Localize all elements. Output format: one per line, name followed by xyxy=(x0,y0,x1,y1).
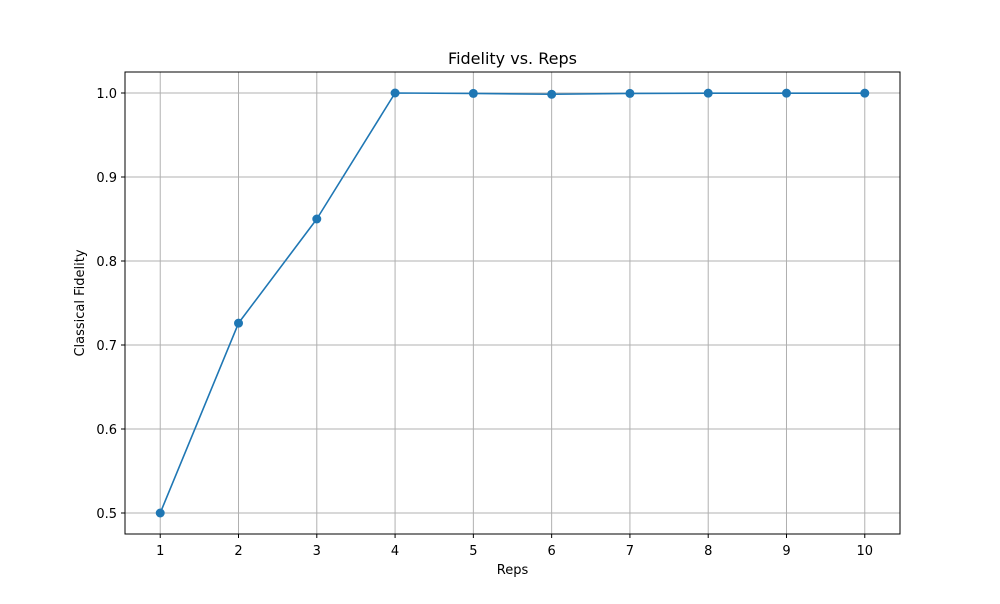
x-tick-label: 4 xyxy=(391,544,399,559)
data-point-marker xyxy=(547,89,557,99)
data-point-marker xyxy=(468,88,478,98)
data-point-marker xyxy=(390,88,400,98)
series-line xyxy=(159,92,865,514)
x-tick-label: 8 xyxy=(704,544,712,559)
x-tick-label: 9 xyxy=(782,544,790,559)
series-line-layer xyxy=(159,92,865,514)
data-point-marker xyxy=(781,88,791,98)
x-tick-label: 1 xyxy=(156,544,164,559)
data-point-marker xyxy=(234,318,244,328)
y-axis-label: Classical Fidelity xyxy=(73,249,88,356)
x-tick-label: 5 xyxy=(469,544,477,559)
x-tick-label: 6 xyxy=(548,544,556,559)
data-point-marker xyxy=(312,214,322,224)
y-tick-label: 0.6 xyxy=(96,423,117,438)
x-axis-label: Reps xyxy=(497,563,529,578)
x-tick-label: 2 xyxy=(234,544,242,559)
data-point-marker xyxy=(625,88,635,98)
y-tick-label: 0.8 xyxy=(96,255,117,270)
y-tick-label: 0.9 xyxy=(96,171,117,186)
data-point-marker xyxy=(155,508,165,518)
x-tick-label: 7 xyxy=(626,544,634,559)
y-tick-label: 0.5 xyxy=(96,507,117,522)
x-tick-label: 10 xyxy=(856,544,873,559)
series-marker-layer xyxy=(155,88,870,518)
y-tick-label: 1.0 xyxy=(96,87,117,102)
data-point-marker xyxy=(860,88,870,98)
data-point-marker xyxy=(703,88,713,98)
y-tick-layer: 0.5 0.6 0.7 0.8 0.9 1.0 xyxy=(96,87,125,522)
x-tick-label: 3 xyxy=(313,544,321,559)
y-tick-label: 0.7 xyxy=(96,339,117,354)
chart-title: Fidelity vs. Reps xyxy=(448,49,577,68)
grid-layer xyxy=(125,72,900,534)
plot-frame xyxy=(124,71,901,535)
x-tick-layer: 1 2 3 4 5 6 7 8 9 10 xyxy=(156,534,873,559)
